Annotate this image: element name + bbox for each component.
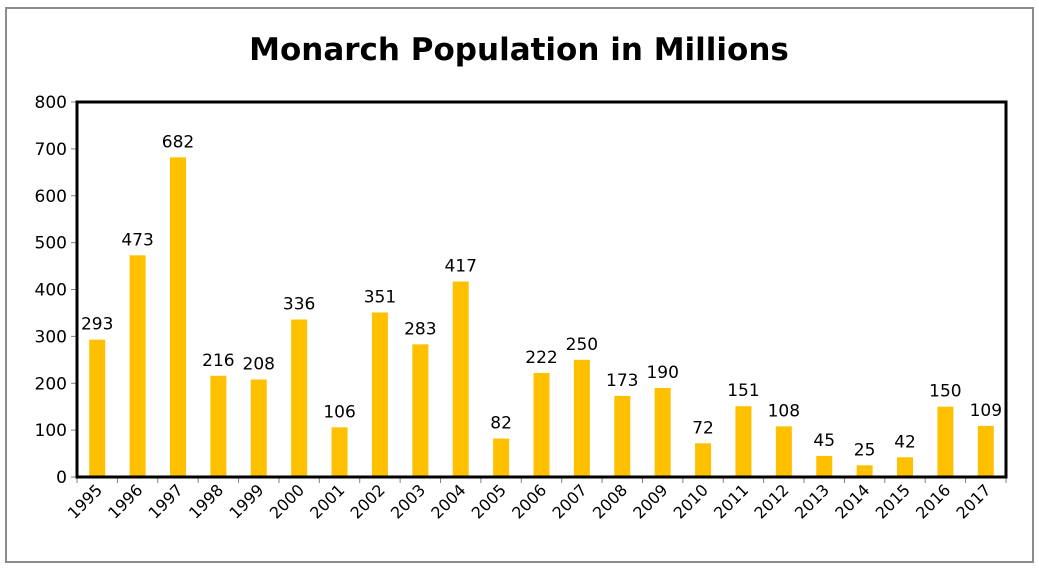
bar-2012	[775, 426, 792, 477]
x-tick-label: 2015	[872, 480, 914, 522]
x-tick-label: 2002	[347, 480, 389, 522]
chart-title: Monarch Population in Millions	[249, 32, 789, 68]
data-label-2013: 45	[813, 431, 835, 451]
data-label-2003: 283	[404, 319, 436, 339]
data-label-2004: 417	[444, 257, 476, 277]
x-axis: 1995199619971998199920002001200220032004…	[64, 477, 1007, 523]
data-label-2007: 250	[566, 335, 598, 355]
data-label-1999: 208	[243, 355, 275, 375]
bar-2009	[654, 387, 671, 477]
data-label-2017: 109	[970, 401, 1002, 421]
x-tick-label: 2006	[508, 480, 550, 522]
bar-2005	[493, 438, 510, 477]
data-label-2006: 222	[525, 348, 557, 368]
x-tick-label: 2000	[266, 480, 308, 522]
x-tick-label: 2004	[427, 480, 469, 522]
data-label-2005: 82	[490, 414, 512, 434]
x-tick-label: 1995	[64, 480, 106, 522]
data-label-2010: 72	[692, 418, 714, 438]
bar-2017	[977, 425, 994, 477]
y-tick-label: 100	[35, 421, 67, 441]
x-tick-label: 2016	[912, 480, 954, 522]
y-axis: 0 100 200 300 400 500 600 700 800	[35, 93, 77, 488]
x-tick-label: 2013	[791, 480, 833, 522]
bar-1998	[210, 375, 227, 477]
bar-2000	[291, 319, 308, 477]
bar-2008	[614, 395, 631, 477]
x-tick-label: 2007	[548, 480, 590, 522]
data-label-2016: 150	[929, 382, 961, 402]
x-tick-label: 1996	[104, 480, 146, 522]
bar-2001	[331, 427, 348, 477]
bar-2014	[856, 465, 873, 477]
y-tick-label: 800	[35, 93, 67, 113]
x-tick-label: 2014	[831, 480, 873, 522]
bar-2016	[937, 406, 954, 477]
bar-1996	[129, 255, 146, 477]
bar-2013	[816, 455, 833, 477]
x-tick-label: 1999	[225, 480, 267, 522]
bar-2015	[897, 457, 914, 477]
bars	[89, 157, 994, 477]
bar-1997	[169, 157, 186, 477]
x-tick-label: 1998	[185, 480, 227, 522]
y-tick-label: 0	[56, 468, 67, 488]
data-label-2002: 351	[364, 287, 396, 307]
bar-1995	[89, 339, 106, 477]
bar-2002	[371, 312, 388, 477]
bar-2011	[735, 406, 752, 477]
plot-area-border	[75, 100, 1008, 479]
y-tick-label: 200	[35, 374, 67, 394]
bar-2003	[412, 344, 429, 477]
x-tick-label: 2009	[629, 480, 671, 522]
bar-2004	[452, 281, 469, 477]
bar-2010	[695, 443, 712, 477]
y-tick-label: 600	[35, 187, 67, 207]
x-tick-label: 2011	[710, 480, 752, 522]
y-tick-label: 400	[35, 281, 67, 301]
x-tick-label: 2003	[387, 480, 429, 522]
data-label-1998: 216	[202, 351, 234, 371]
x-tick-label: 2001	[306, 480, 348, 522]
y-tick-label: 300	[35, 327, 67, 347]
x-tick-label: 2012	[750, 480, 792, 522]
x-tick-label: 2008	[589, 480, 631, 522]
y-tick-label: 700	[35, 140, 67, 160]
bar-2007	[573, 359, 590, 477]
data-label-1997: 682	[162, 132, 194, 152]
bar-2006	[533, 372, 550, 477]
data-labels: 293 473 682 216 208 336 106 351 283 417 82 222 250 17…	[81, 132, 1002, 460]
x-tick-label: 2010	[670, 480, 712, 522]
x-tick-label: 1997	[145, 480, 187, 522]
bar-1999	[250, 379, 267, 477]
data-label-2015: 42	[894, 432, 916, 452]
data-label-1995: 293	[81, 315, 113, 335]
data-label-2012: 108	[768, 401, 800, 421]
data-label-2008: 173	[606, 371, 638, 391]
data-label-1996: 473	[121, 230, 153, 250]
data-label-2011: 151	[727, 381, 759, 401]
x-tick-label: 2005	[468, 480, 510, 522]
y-tick-label: 500	[35, 234, 67, 254]
data-label-2000: 336	[283, 295, 315, 315]
data-label-2001: 106	[323, 402, 355, 422]
data-label-2009: 190	[646, 363, 678, 383]
x-tick-label: 2017	[952, 480, 994, 522]
data-label-2014: 25	[854, 440, 876, 460]
